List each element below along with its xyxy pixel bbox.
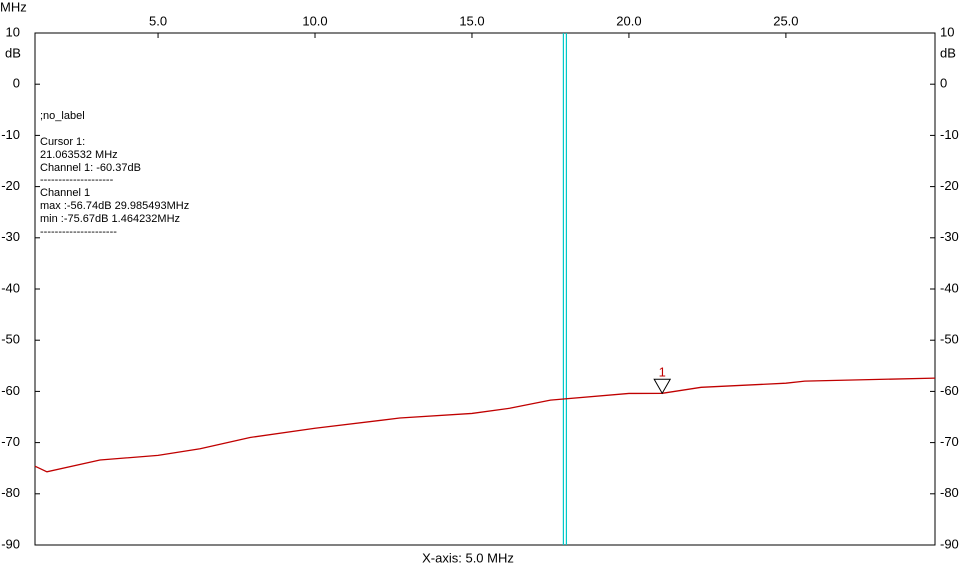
y-tick-label-left: -80 [1, 485, 20, 500]
y-unit-right: dB [940, 45, 956, 60]
info-line: Cursor 1: [40, 136, 85, 148]
x-tick-label: 15.0 [459, 13, 484, 28]
y-tick-label-left: -70 [1, 434, 20, 449]
y-tick-label-right: -20 [940, 178, 959, 193]
y-tick-label-right: -80 [940, 485, 959, 500]
x-tick-label: 20.0 [616, 13, 641, 28]
y-tick-label-right: -70 [940, 434, 959, 449]
info-line: 21.063532 MHz [40, 149, 118, 161]
y-tick-label-left: 10 [6, 24, 20, 39]
x-tick-label: 10.0 [302, 13, 327, 28]
info-line: min :-75.67dB 1.464232MHz [40, 213, 180, 225]
y-tick-label-left: -30 [1, 229, 20, 244]
info-line: ;no_label [40, 110, 85, 122]
x-axis-label: X-axis: 5.0 MHz [422, 550, 514, 565]
y-tick-label-left: -40 [1, 280, 20, 295]
plot-frame [34, 32, 936, 546]
y-tick-label-right: -90 [940, 536, 959, 551]
y-tick-label-left: -90 [1, 536, 20, 551]
y-tick-label-right: -50 [940, 332, 959, 347]
x-unit: MHz [0, 0, 27, 14]
y-tick-label-left: 0 [13, 76, 20, 91]
info-line: max :-56.74dB 29.985493MHz [40, 200, 189, 212]
info-line: Channel 1 [40, 187, 90, 199]
trace [34, 377, 936, 473]
info-line: --------------------- [40, 226, 117, 238]
x-tick-label: 5.0 [149, 13, 167, 28]
info-line: -------------------- [40, 174, 114, 186]
y-tick-label-right: -60 [940, 383, 959, 398]
y-unit-left: dB [5, 45, 21, 60]
y-tick-label-right: -40 [940, 280, 959, 295]
marker-label: 1 [659, 365, 666, 380]
y-tick-label-right: -30 [940, 229, 959, 244]
info-line: Channel 1: -60.37dB [40, 162, 141, 174]
y-tick-label-left: -60 [1, 383, 20, 398]
y-tick-label-left: -50 [1, 332, 20, 347]
y-tick-label-left: -10 [1, 127, 20, 142]
y-tick-label-right: 10 [940, 24, 954, 39]
y-tick-label-right: 0 [940, 76, 947, 91]
x-tick-label: 25.0 [773, 13, 798, 28]
y-tick-label-left: -20 [1, 178, 20, 193]
marker [653, 378, 672, 395]
y-tick-label-right: -10 [940, 127, 959, 142]
